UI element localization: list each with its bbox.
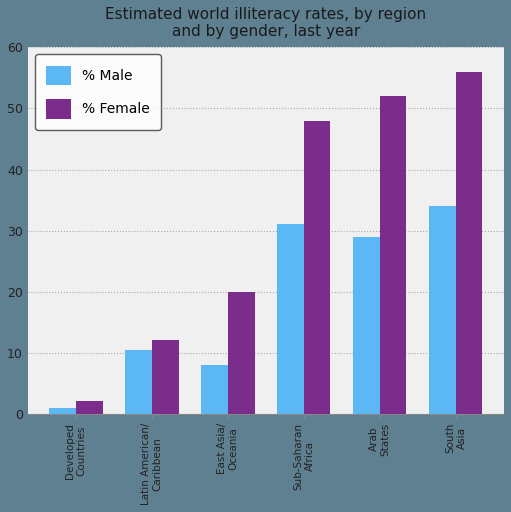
Bar <box>50 408 76 414</box>
Bar <box>125 350 152 414</box>
Bar <box>380 96 406 414</box>
Bar <box>456 72 482 414</box>
Bar <box>228 292 254 414</box>
Bar <box>152 340 178 414</box>
Title: Estimated world illiteracy rates, by region
and by gender, last year: Estimated world illiteracy rates, by reg… <box>105 7 427 39</box>
Bar <box>353 237 380 414</box>
Bar <box>429 206 456 414</box>
Bar <box>76 401 103 414</box>
Bar <box>304 121 331 414</box>
Legend: % Male, % Female: % Male, % Female <box>35 54 161 130</box>
Bar <box>277 224 304 414</box>
Bar <box>201 365 228 414</box>
